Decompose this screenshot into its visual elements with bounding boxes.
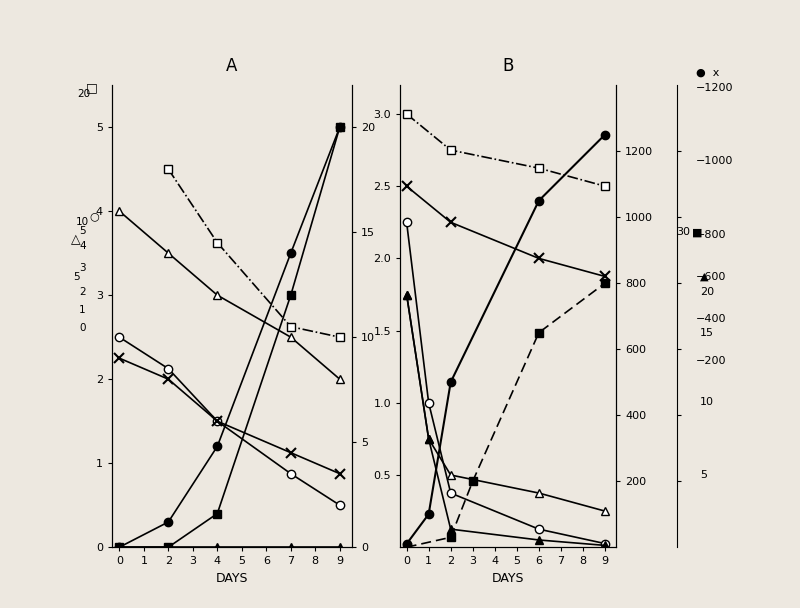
Text: 3: 3 [79, 263, 86, 272]
Title: B: B [502, 57, 514, 75]
Text: −200: −200 [696, 356, 726, 366]
Text: ▲: ▲ [700, 272, 709, 282]
Text: △: △ [71, 233, 81, 247]
Text: 30: 30 [676, 227, 690, 237]
Title: A: A [226, 57, 238, 75]
Text: 10: 10 [76, 217, 89, 227]
Text: 5: 5 [73, 272, 79, 282]
Text: 20: 20 [700, 287, 714, 297]
Text: □: □ [86, 81, 98, 95]
Text: 20: 20 [78, 89, 90, 99]
Text: −1200: −1200 [696, 83, 734, 93]
Text: 0: 0 [79, 323, 86, 333]
Text: −400: −400 [696, 314, 726, 324]
Text: ■: ■ [692, 227, 702, 237]
Text: 5: 5 [700, 471, 707, 480]
Text: 15: 15 [700, 328, 714, 338]
Text: −1000: −1000 [696, 156, 734, 165]
Text: ○: ○ [90, 211, 99, 221]
Text: 5: 5 [79, 226, 86, 236]
Text: 4: 4 [79, 241, 86, 251]
Text: 2: 2 [79, 287, 86, 297]
Text: ●  x: ● x [696, 68, 719, 78]
Text: 1: 1 [79, 305, 86, 315]
X-axis label: DAYS: DAYS [492, 572, 524, 585]
Text: −800: −800 [696, 230, 726, 240]
X-axis label: DAYS: DAYS [216, 572, 248, 585]
Text: −600: −600 [696, 272, 726, 282]
Text: 10: 10 [700, 398, 714, 407]
